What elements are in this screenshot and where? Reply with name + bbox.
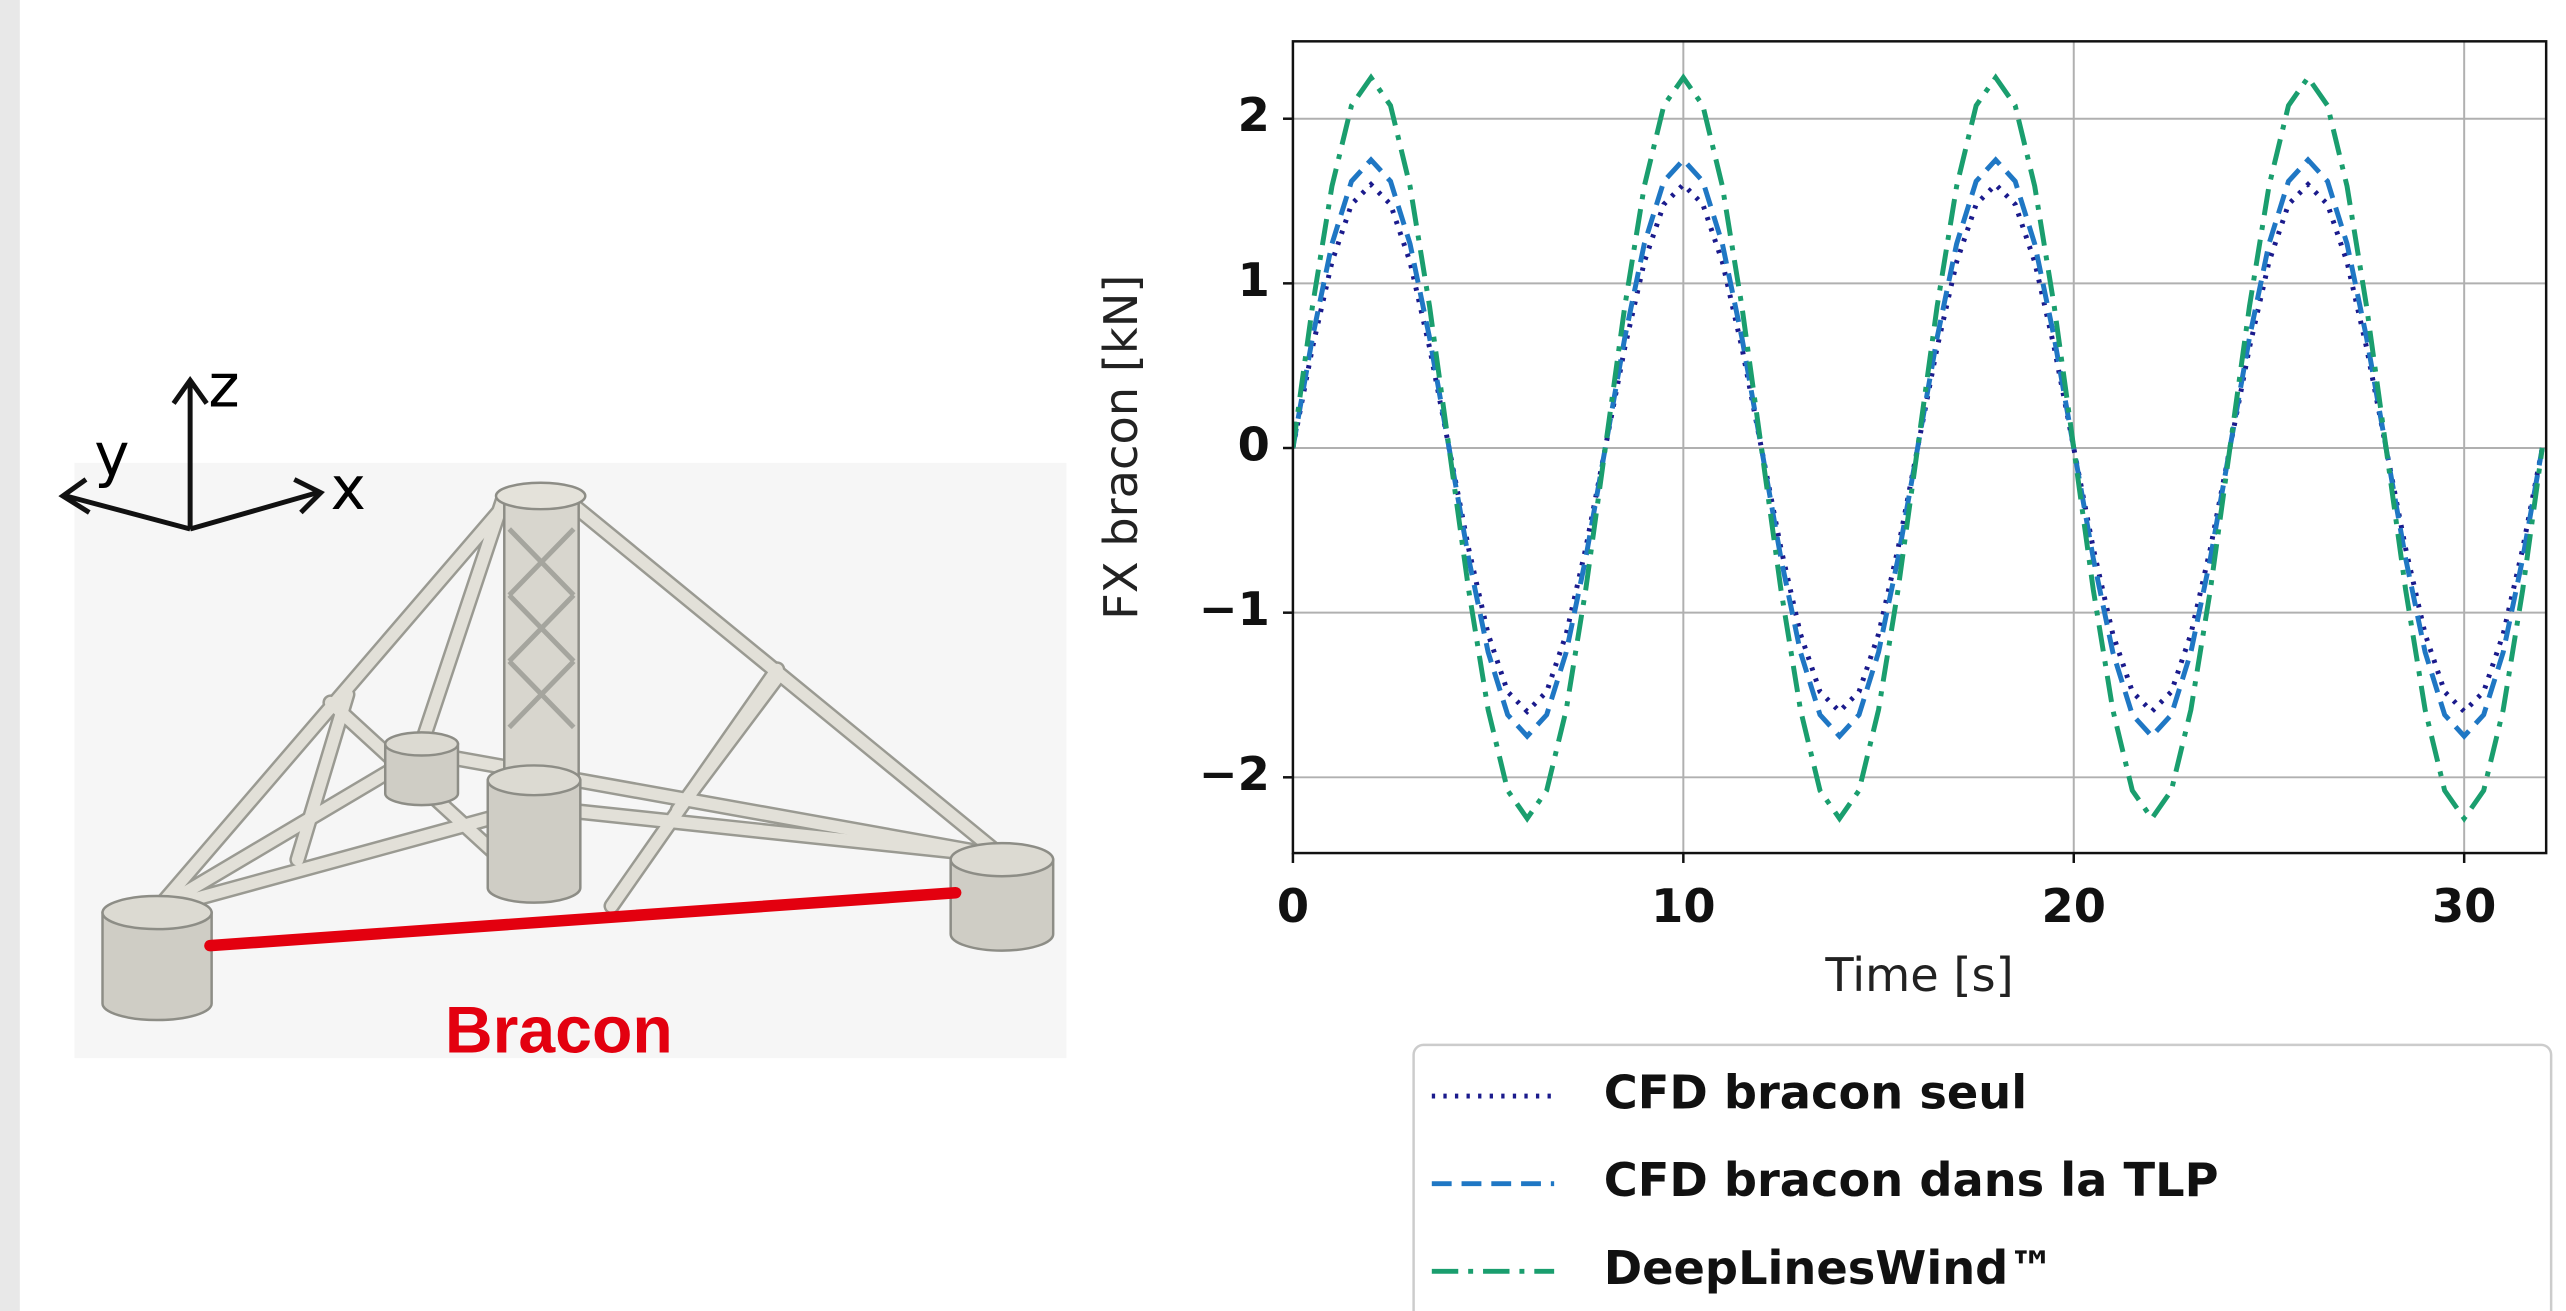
y-tick-label: 0 — [1238, 418, 1270, 472]
x-axis-title: Time [s] — [1824, 948, 2013, 1002]
x-tick-label: 10 — [1651, 879, 1715, 933]
x-tick-label: 30 — [2432, 879, 2496, 933]
edge-bar — [0, 0, 20, 1311]
axis-x-label: x — [331, 455, 366, 524]
y-tick-label: 1 — [1238, 253, 1270, 307]
figure: Bracon x y z −2−10120102030Time [s]FX br… — [0, 0, 2566, 1311]
tower — [496, 483, 585, 794]
y-axis-title: FX bracon [kN] — [1094, 275, 1148, 620]
y-tick-label: −1 — [1199, 582, 1270, 636]
axis-y-label: y — [94, 422, 129, 491]
y-tick-label: 2 — [1238, 88, 1270, 142]
x-tick-label: 0 — [1277, 879, 1309, 933]
bracon-label: Bracon — [445, 993, 673, 1067]
y-tick-label: −2 — [1199, 747, 1270, 801]
illustration: Bracon x y z — [63, 352, 1067, 1067]
legend-label: CFD bracon dans la TLP — [1604, 1153, 2219, 1207]
x-tick-label: 20 — [2042, 879, 2106, 933]
axis-z-label: z — [208, 352, 239, 421]
legend-label: DeepLinesWind™ — [1604, 1241, 2055, 1295]
legend-label: CFD bracon seul — [1604, 1066, 2027, 1120]
